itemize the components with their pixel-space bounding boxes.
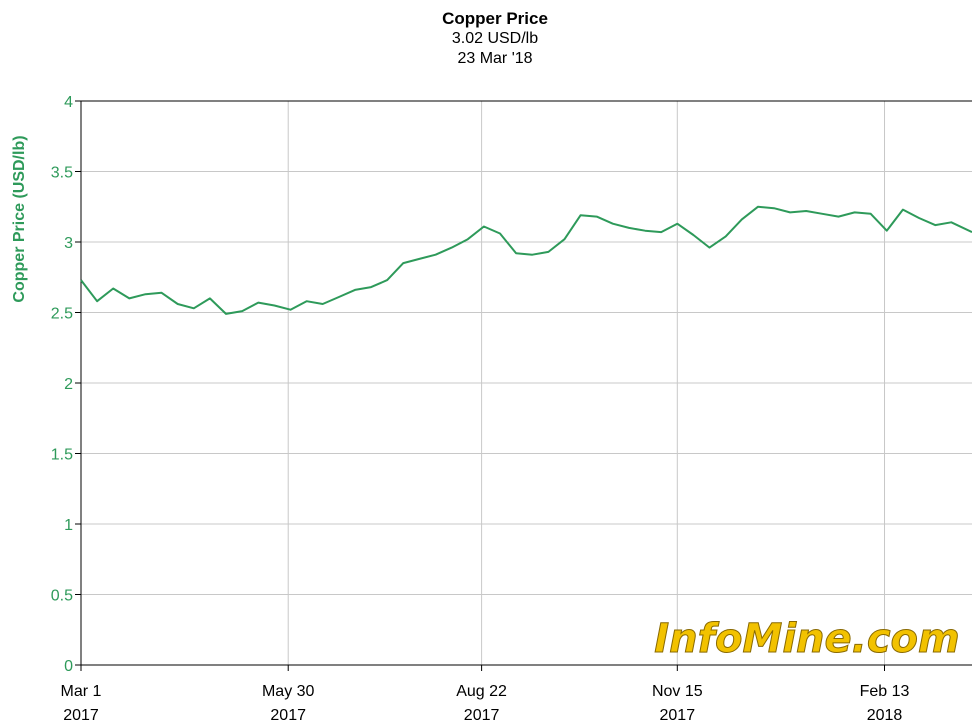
- axes: [75, 100, 972, 671]
- x-tick-year-label: 2018: [867, 707, 903, 721]
- x-tick-label: Aug 22: [456, 683, 507, 700]
- tick-labels: 0 0.5 1 1.5 2 2.5 3 3.5 4 Mar 1 2017 May 30 2017 Aug …: [51, 94, 910, 721]
- x-tick-year-label: 2017: [464, 707, 500, 721]
- x-tick-year-label: 2017: [63, 707, 99, 721]
- price-subtitle: 3.02 USD/lb: [451, 30, 539, 47]
- grid-lines: [80, 100, 972, 666]
- x-tick-label: May 30: [262, 683, 315, 700]
- date-subtitle: 23 Mar '18: [457, 50, 533, 67]
- copper-price-line: [80, 205, 972, 315]
- x-tick-label: Nov 15: [652, 683, 703, 700]
- y-tick-label: 3: [64, 235, 73, 252]
- chart-title-block: Copper Price 3.02 USD/lb 23 Mar '18: [0, 8, 972, 69]
- y-tick-label: 2: [64, 376, 73, 393]
- y-tick-label: 1: [64, 517, 73, 534]
- y-tick-label: 4: [64, 94, 73, 111]
- y-tick-label: 0: [64, 658, 73, 675]
- chart-title: Copper Price: [442, 9, 548, 28]
- x-tick-year-label: 2017: [660, 707, 696, 721]
- x-tick-label: Feb 13: [860, 683, 910, 700]
- y-tick-label: 2.5: [51, 306, 73, 323]
- x-tick-label: Mar 1: [61, 683, 102, 700]
- y-tick-label: 0.5: [51, 588, 73, 605]
- x-tick-year-label: 2017: [270, 707, 306, 721]
- y-tick-label: 1.5: [51, 447, 73, 464]
- infomine-watermark: InfoMine.com: [654, 616, 959, 662]
- series: [80, 205, 972, 315]
- y-tick-label: 3.5: [51, 165, 73, 182]
